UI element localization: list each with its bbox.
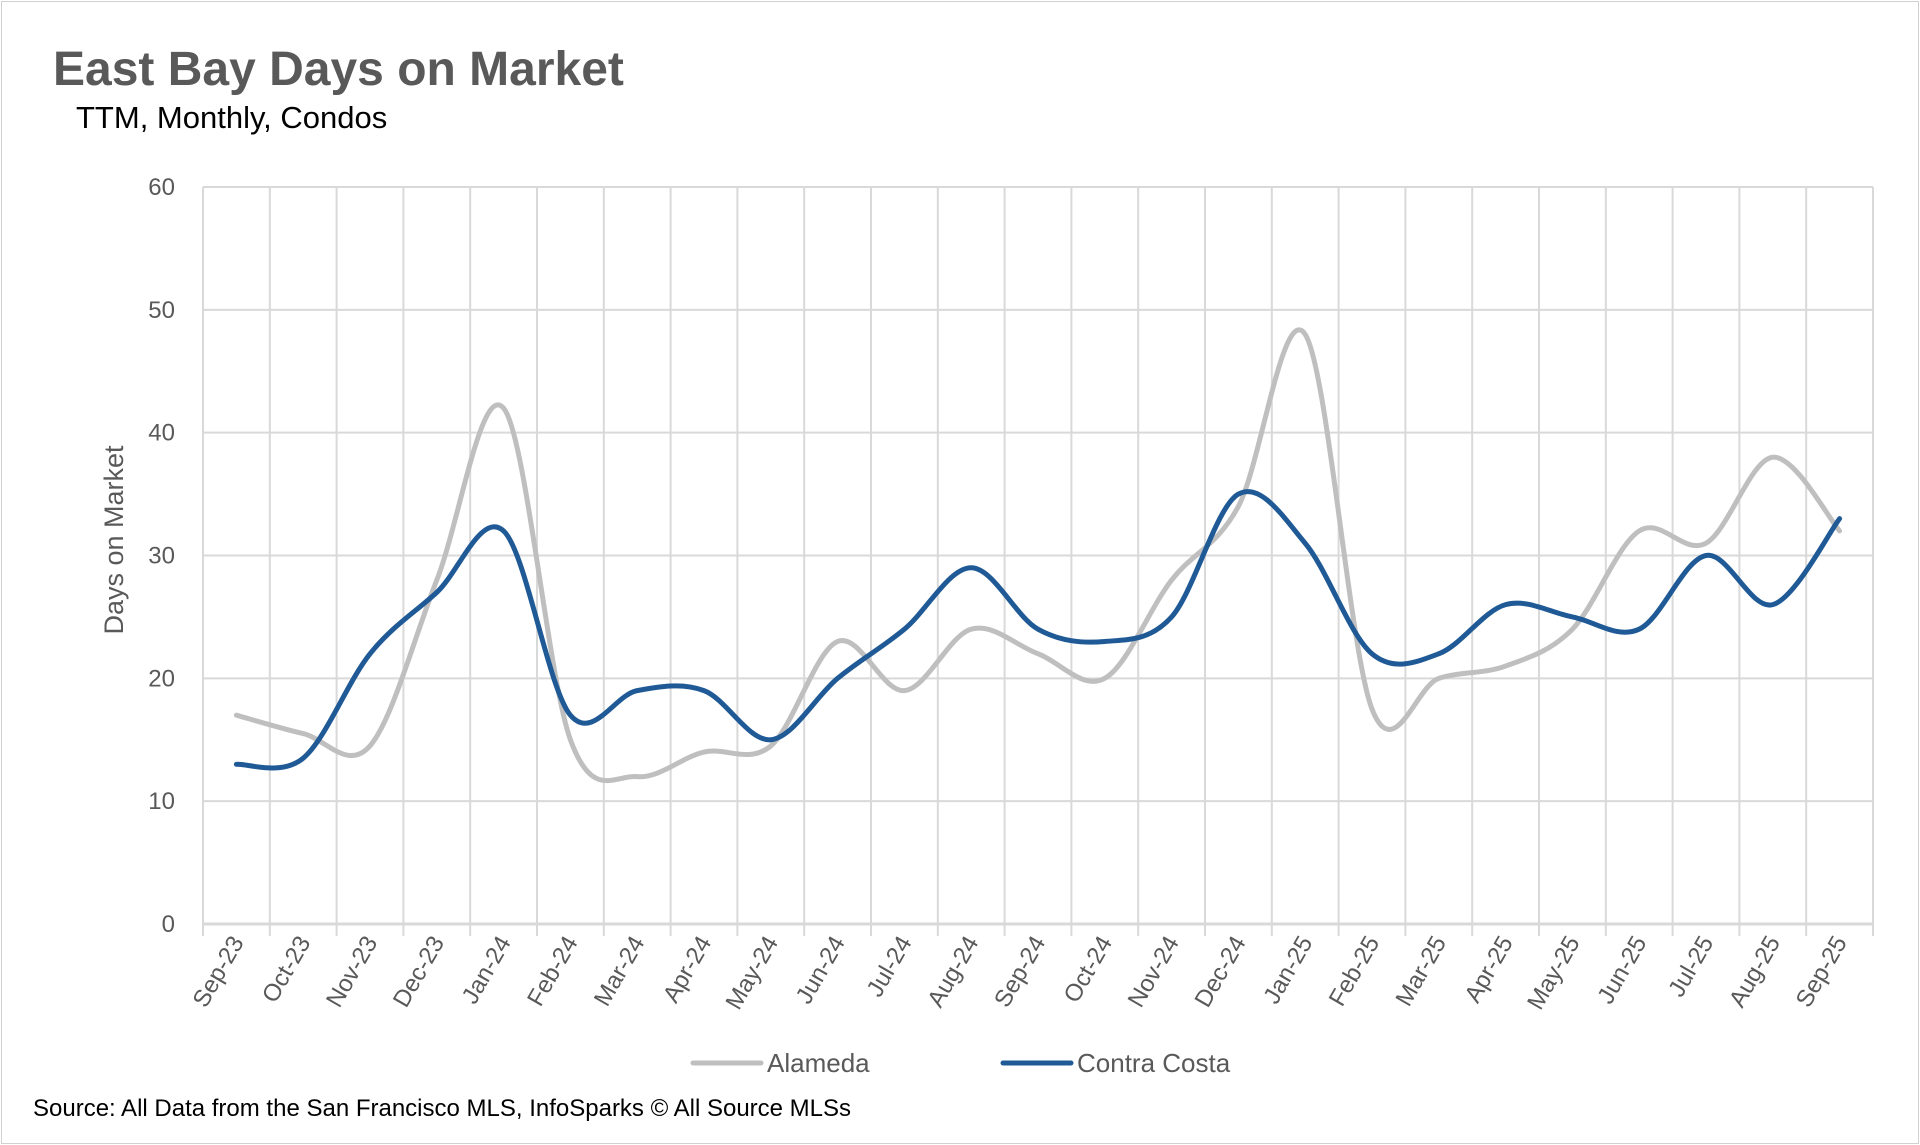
x-tick-label: Feb-25 — [1324, 932, 1385, 1011]
x-tick-label: Apr-25 — [1459, 932, 1518, 1008]
x-tick-label: Sep-24 — [989, 932, 1051, 1013]
x-tick-label: Sep-25 — [1791, 932, 1853, 1013]
x-tick-label: Jul-24 — [862, 932, 918, 1002]
chart-subtitle: TTM, Monthly, Condos — [76, 100, 388, 135]
x-tick-label: Jun-24 — [791, 932, 851, 1009]
x-tick-label: May-25 — [1522, 932, 1585, 1015]
x-tick-label: Jul-25 — [1663, 932, 1719, 1002]
x-tick-label: Apr-24 — [658, 932, 717, 1008]
x-tick-label: Oct-24 — [1059, 932, 1118, 1008]
y-tick-label: 30 — [148, 543, 175, 570]
y-tick-label: 20 — [148, 665, 175, 692]
x-tick-label: Mar-24 — [589, 932, 650, 1011]
x-tick-label: Aug-25 — [1724, 932, 1786, 1013]
x-tick-label: Oct-23 — [257, 932, 316, 1008]
x-tick-label: Jan-25 — [1258, 932, 1318, 1009]
x-tick-label: Aug-24 — [922, 931, 984, 1012]
x-tick-label: Sep-23 — [188, 932, 250, 1013]
series-line-contra-costa — [233, 489, 1843, 771]
gridlines — [202, 186, 1874, 936]
y-tick-label: 0 — [162, 911, 175, 938]
y-tick-label: 10 — [148, 788, 175, 815]
x-tick-label: Nov-24 — [1123, 932, 1185, 1013]
x-tick-label: Dec-24 — [1190, 932, 1252, 1013]
series-line-alameda — [233, 327, 1843, 784]
y-axis-ticks: 0 10 20 30 40 50 60 — [148, 174, 175, 938]
x-tick-label: May-24 — [721, 932, 784, 1015]
legend-label: Alameda — [767, 1048, 870, 1078]
y-tick-label: 40 — [148, 420, 175, 447]
series-lines — [233, 327, 1843, 784]
y-axis-label: Days on Market — [99, 445, 129, 635]
legend: Alameda Contra Costa — [690, 1048, 1231, 1078]
x-axis-ticks: Sep-23 Oct-23 Nov-23 Dec-23 Jan-24 Feb-24 Mar-… — [188, 931, 1853, 1014]
y-tick-label: 60 — [148, 174, 175, 201]
x-tick-label: Nov-23 — [321, 932, 383, 1013]
legend-label: Contra Costa — [1077, 1048, 1231, 1078]
x-tick-label: Dec-23 — [388, 932, 450, 1013]
y-tick-label: 50 — [148, 297, 175, 324]
source-note: Source: All Data from the San Francisco … — [33, 1095, 852, 1122]
chart-title: East Bay Days on Market — [53, 43, 624, 96]
x-tick-label: Jan-24 — [457, 932, 517, 1009]
x-tick-label: Feb-24 — [522, 932, 583, 1011]
x-tick-label: Jun-25 — [1592, 932, 1652, 1009]
x-tick-label: Mar-25 — [1391, 932, 1452, 1011]
